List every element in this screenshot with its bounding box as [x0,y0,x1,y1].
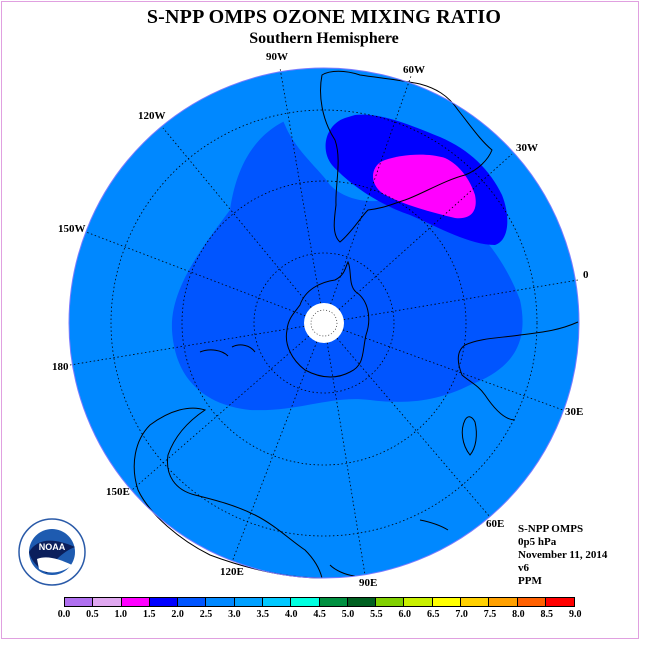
new-zealand-coast [199,344,256,357]
colorbar-tick-label: 3.5 [256,609,270,620]
latitude-circle-70s [253,252,395,394]
lon-label-60e: 60E [486,518,504,530]
lon-label-150e: 150E [106,486,130,498]
colorbar-segment [517,598,546,606]
colorbar-tick-label: 5.5 [370,609,383,620]
colorbar-segment [319,598,348,606]
lon-label-120w: 120W [138,110,166,122]
meridian-120e [231,322,325,563]
ozone-range-2.5-3.0 [171,112,523,411]
longitude-labels: 90W 60W 30W 0 30E 60E 90E 120E 150E 180 … [52,51,589,589]
graticule [69,67,579,576]
colorbar-tick-label: 2.5 [199,609,213,620]
lon-label-90e: 90E [359,577,377,589]
colorbar-tick-label: 6.5 [426,609,440,620]
colorbar-tick-label: 9.0 [568,609,582,620]
lon-label-180: 180 [52,361,69,373]
colorbar-segment [376,598,405,606]
colorbar-segment [545,598,575,606]
lon-label-90w: 90W [266,51,288,63]
meridian-90e [323,322,366,576]
colorbar-segment [460,598,490,606]
colorbar-tick-label: 5.0 [341,609,355,620]
colorbar-tick-label: 8.0 [512,609,525,620]
australia-coast [133,407,323,579]
colorbar-segment [291,598,320,606]
colorbar-segment [404,598,433,606]
lon-label-30w: 30W [516,142,538,154]
latitude-circle-50s [181,180,467,466]
africa-coast [457,321,579,421]
madagascar-coast [461,416,477,456]
lon-label-120e: 120E [220,566,244,578]
south-america-coast [320,70,493,243]
colorbar [64,597,576,607]
lon-label-30e: 30E [565,406,583,418]
colorbar-tick-label: 3.0 [228,609,241,620]
noaa-logo: NOAA [18,518,86,586]
meridian-90w [279,67,325,324]
coastlines [133,70,579,579]
colorbar-tick-label: 0.5 [86,609,99,620]
colorbar-tick-label: 8.5 [540,609,554,620]
info-instrument: S-NPP OMPS [518,523,584,535]
colorbar-tick-label: 4.5 [313,609,326,620]
indonesia-coast [329,519,449,577]
ozone-island [362,403,399,448]
lon-label-0: 0 [583,269,589,281]
info-date: November 11, 2014 [518,549,608,561]
colorbar-segment [234,598,263,606]
ozone-range-1.0-1.5 [372,154,476,219]
logo-text: NOAA [39,542,66,552]
colorbar-tick-label: 7.5 [483,609,497,620]
lon-label-60w: 60W [403,64,425,76]
colorbar-segment [149,598,179,606]
meridian-150w [85,231,325,324]
colorbar-segment [347,598,377,606]
info-block: S-NPP OMPS 0p5 hPa November 11, 2014 v6 … [518,523,607,588]
meridian-60e [323,322,491,518]
colorbar-tick-label: 1.0 [114,609,128,620]
colorbar-tick-label: 7.0 [455,609,468,620]
map-boundary [68,67,580,579]
polar-gap-outline [310,309,338,337]
colorbar-segment [93,598,122,606]
colorbar-segment [206,598,235,606]
antarctica-coast [285,260,370,378]
colorbar-tick-label: 0.0 [57,609,71,620]
colorbar-segment [65,598,94,606]
map-title: S-NPP OMPS OZONE MIXING RATIO [146,6,502,28]
colorbar-segment [432,598,461,606]
meridian-180 [69,322,325,366]
info-units: PPM [518,575,542,587]
meridian-150e [131,322,325,491]
map-subtitle: Southern Hemisphere [249,30,399,47]
colorbar-tick-label: 6.0 [398,609,412,620]
info-level: 0p5 hPa [518,536,557,548]
info-version: v6 [518,562,529,574]
colorbar-segment [489,598,518,606]
logo-wave-icon [37,557,72,573]
colorbar-segment [178,598,207,606]
colorbar-tick-label: 2.0 [171,609,184,620]
colorbar-segment [121,598,150,606]
latitude-circle-30s [110,109,538,537]
colorbar-tick-label: 4.0 [284,609,298,620]
colorbar-segment [262,598,292,606]
image-frame [1,1,639,639]
colorbar-ticks: 0.0 0.5 1.0 1.5 2.0 2.5 3.0 3.5 4.0 4.5 5.0 5.5 6.0 6… [0,609,648,623]
colorbar-tick-label: 1.5 [142,609,156,620]
polar-data-gap [304,303,344,343]
meridian-0 [323,279,579,324]
lon-label-150w: 150W [58,223,86,235]
